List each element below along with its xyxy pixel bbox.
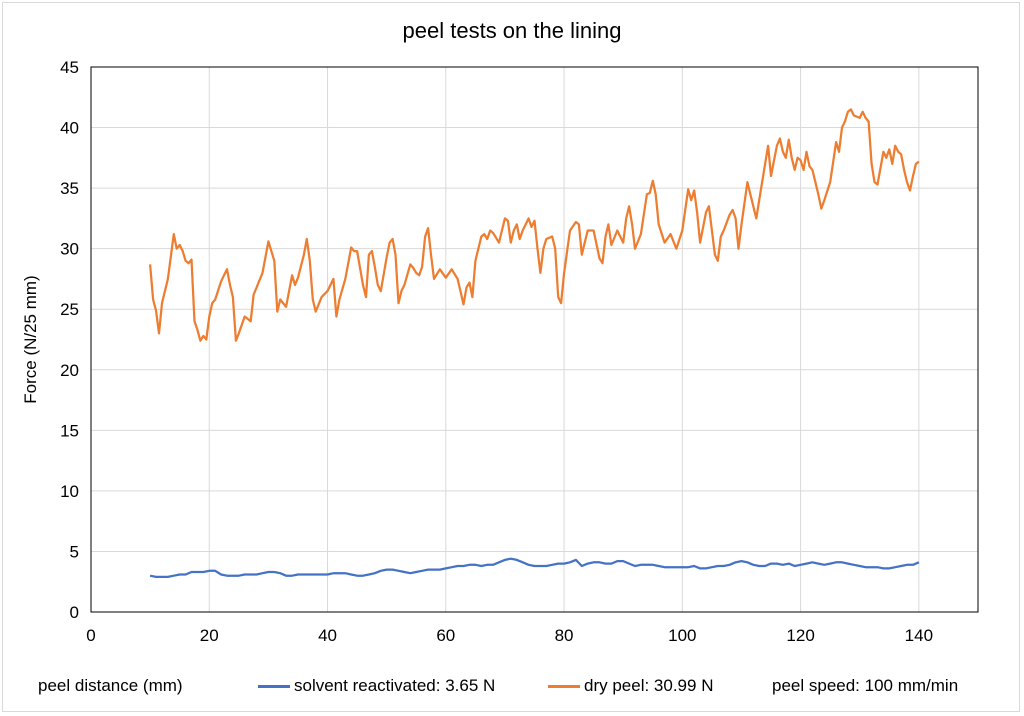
x-tick-label: 60 (436, 626, 455, 645)
legend-swatch-dry-peel (548, 684, 580, 688)
y-tick-label: 20 (60, 361, 79, 380)
peel-speed-note: peel speed: 100 mm/min (772, 676, 959, 695)
x-tick-label: 140 (905, 626, 933, 645)
x-tick-label: 100 (668, 626, 696, 645)
y-tick-label: 45 (60, 58, 79, 77)
x-tick-label: 120 (786, 626, 814, 645)
x-tick-labels: 0 20 40 60 80 100 120 140 (86, 626, 933, 645)
legend-swatch-solvent (258, 684, 290, 688)
legend-label-solvent: solvent reactivated: 3.65 N (294, 676, 496, 695)
y-tick-label: 25 (60, 300, 79, 319)
grid-lines (91, 67, 978, 612)
y-axis-label: Force (N/25 mm) (21, 275, 40, 403)
x-tick-label: 0 (86, 626, 95, 645)
series-lines (148, 108, 920, 579)
y-tick-label: 35 (60, 179, 79, 198)
y-tick-label: 15 (60, 421, 79, 440)
y-tick-labels: 0 5 10 15 20 25 30 35 40 45 (60, 58, 79, 622)
chart-title: peel tests on the lining (402, 18, 622, 43)
x-axis-label: peel distance (mm) (38, 676, 183, 695)
series-line-dry-peel (148, 108, 920, 342)
y-tick-label: 0 (70, 603, 79, 622)
y-tick-label: 40 (60, 119, 79, 138)
legend-label-dry-peel: dry peel: 30.99 N (584, 676, 714, 695)
x-tick-label: 20 (200, 626, 219, 645)
y-tick-label: 30 (60, 240, 79, 259)
legend-item-dry-peel: dry peel: 30.99 N (548, 676, 713, 696)
y-tick-label: 5 (70, 542, 79, 561)
x-tick-label: 40 (318, 626, 337, 645)
plot-area-border (90, 66, 979, 613)
x-tick-label: 80 (555, 626, 574, 645)
series-line-solvent-reactivated (149, 557, 920, 579)
legend-item-solvent: solvent reactivated: 3.65 N (258, 676, 495, 696)
y-tick-label: 10 (60, 482, 79, 501)
